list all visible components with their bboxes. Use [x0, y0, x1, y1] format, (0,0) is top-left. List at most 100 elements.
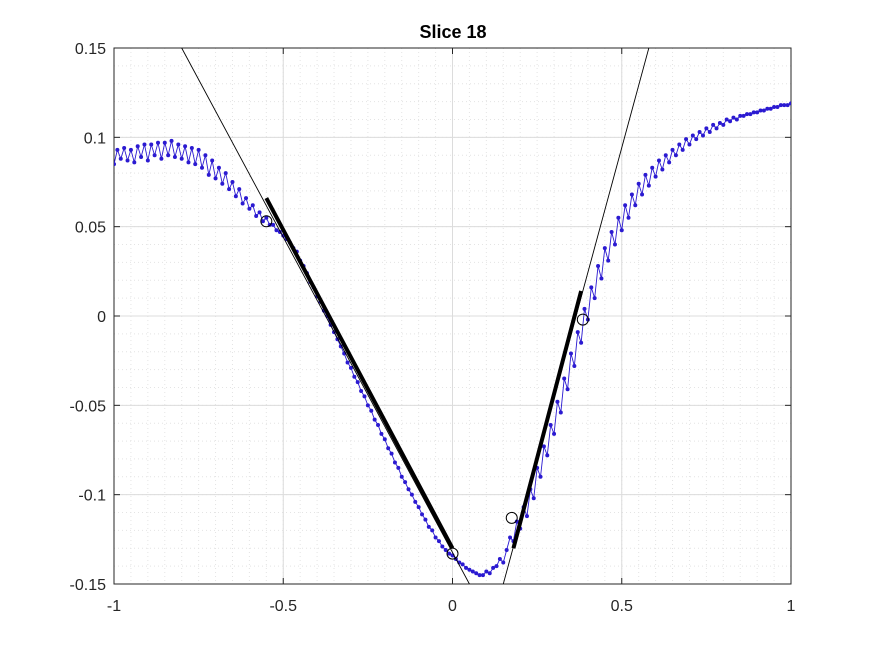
y-tick-label: -0.05 [70, 398, 107, 415]
data-point [196, 147, 201, 152]
data-point [125, 158, 130, 163]
data-point [541, 444, 546, 449]
data-point [765, 106, 770, 111]
y-tick-label: 0.15 [75, 41, 106, 58]
data-point [230, 180, 235, 184]
data-point [700, 133, 705, 138]
data-point [548, 422, 553, 427]
data-point [501, 560, 506, 565]
data-point [162, 140, 167, 145]
data-point [183, 144, 188, 149]
data-point [552, 431, 557, 436]
data-point [599, 276, 604, 281]
data-point [392, 460, 397, 465]
data-point [176, 142, 181, 147]
data-point [115, 147, 120, 152]
data-point [704, 126, 709, 131]
fit-line-thin [181, 48, 470, 584]
data-point [636, 181, 641, 186]
data-point [487, 571, 492, 576]
data-point [172, 154, 177, 159]
data-point [660, 167, 665, 172]
data-point [741, 113, 746, 118]
data-point [152, 153, 157, 158]
data-point [768, 106, 773, 111]
data-point [355, 380, 360, 385]
data-point [761, 108, 766, 113]
data-point [223, 171, 228, 176]
data-point [538, 474, 543, 479]
data-point [721, 122, 726, 127]
data-point [751, 110, 756, 115]
data-point [274, 228, 279, 233]
data-point [646, 183, 651, 188]
data-point [772, 104, 777, 109]
data-point [382, 437, 387, 442]
data-point [237, 187, 242, 192]
tick-labels: -1 -0.5 0 0.5 1 -0.15 -0.1 -0.05 0 0.05 0.1 0.15 [70, 41, 796, 615]
breakpoint-marker [260, 215, 273, 228]
data-point [670, 147, 675, 152]
data-point [193, 162, 198, 167]
data-point [484, 569, 489, 574]
data-point [565, 387, 570, 392]
data-point [240, 201, 245, 206]
data-point [690, 133, 695, 138]
data-point [372, 417, 377, 422]
data-point [376, 422, 381, 427]
y-tick-label: -0.1 [78, 488, 106, 505]
plot-markers [260, 215, 589, 560]
data-point [257, 210, 262, 215]
data-point [369, 408, 374, 413]
data-point [220, 181, 225, 186]
data-point [572, 364, 577, 369]
data-point [420, 512, 425, 517]
data-point [399, 474, 404, 479]
data-point [480, 573, 485, 578]
data-point [673, 153, 678, 158]
data-point [687, 142, 692, 147]
data-point [443, 548, 448, 553]
data-point [575, 330, 580, 335]
data-point [555, 399, 560, 404]
y-tick-label: 0 [97, 309, 106, 326]
data-point [348, 365, 353, 370]
data-point [264, 215, 269, 220]
data-point [643, 172, 648, 177]
y-tick-label: 0.05 [75, 220, 106, 237]
data-point [200, 165, 205, 170]
breakpoint-marker [446, 547, 459, 560]
data-point [775, 104, 780, 109]
data-point [156, 140, 161, 145]
data-point [650, 165, 655, 170]
x-tick-label: 1 [787, 598, 796, 615]
data-point [409, 492, 414, 497]
data-point [352, 374, 357, 379]
data-point [210, 158, 215, 163]
x-tick-label: -1 [107, 598, 121, 615]
data-point [413, 499, 418, 504]
data-point [748, 112, 753, 117]
data-point [186, 160, 191, 165]
data-point [568, 351, 573, 356]
data-point [169, 138, 174, 143]
data-point [684, 137, 689, 142]
data-point [606, 258, 611, 263]
data-point [423, 517, 428, 522]
data-point [389, 451, 394, 456]
data-point [403, 480, 408, 485]
data-point [433, 535, 438, 540]
x-tick-label: 0 [448, 598, 457, 615]
data-point [626, 215, 631, 220]
data-point [497, 556, 502, 561]
data-point [562, 376, 567, 381]
x-tick-label: -0.5 [269, 598, 297, 615]
data-point [680, 147, 685, 152]
data-point [244, 196, 249, 201]
data-point [616, 215, 621, 220]
data-point [118, 156, 123, 161]
data-point [633, 203, 638, 208]
data-point [653, 174, 658, 179]
y-tick-label: -0.15 [70, 577, 107, 594]
data-point [596, 263, 601, 268]
